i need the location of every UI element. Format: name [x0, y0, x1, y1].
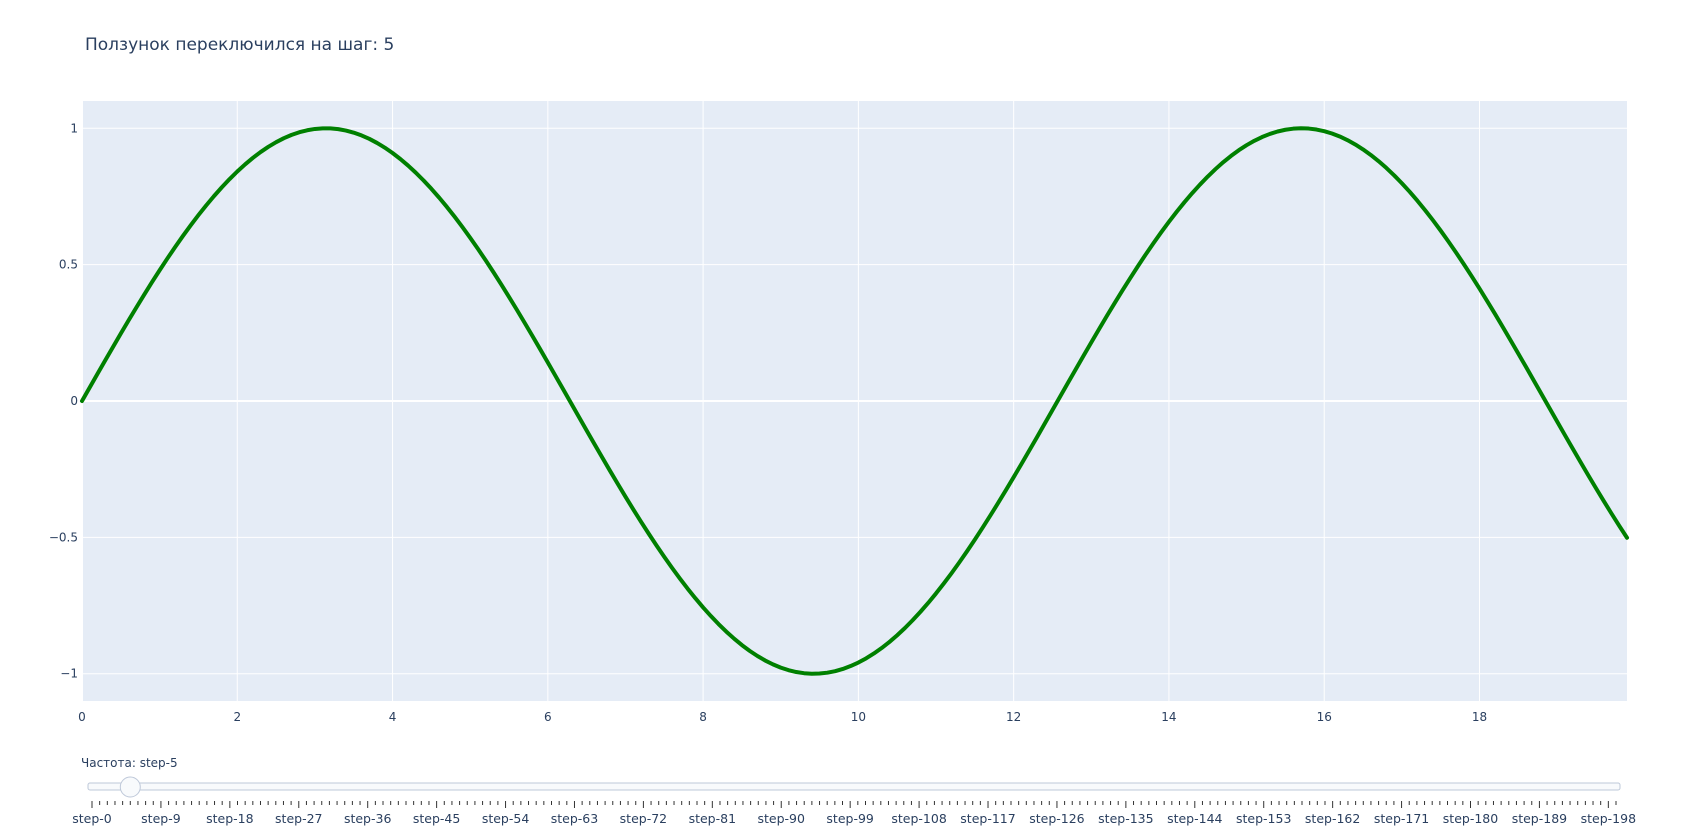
slider-step-label[interactable]: step-189 — [1512, 811, 1567, 826]
slider-step-label[interactable]: step-144 — [1167, 811, 1222, 826]
x-tick-label: 4 — [389, 710, 397, 724]
frequency-slider[interactable]: Частота: step-5 step-0 step-9 step-18 step-… — [72, 756, 1636, 826]
slider-step-label[interactable]: step-0 — [72, 811, 112, 826]
slider-step-labels: step-0 step-9 step-18 step-27 step-36 step-45… — [72, 811, 1636, 826]
slider-step-label[interactable]: step-63 — [551, 811, 598, 826]
slider-step-label[interactable]: step-18 — [206, 811, 254, 826]
slider-step-label[interactable]: step-162 — [1305, 811, 1360, 826]
slider-step-label[interactable]: step-180 — [1443, 811, 1498, 826]
y-tick-label: −0.5 — [49, 530, 78, 544]
x-tick-label: 0 — [78, 710, 86, 724]
slider-step-label[interactable]: step-171 — [1374, 811, 1429, 826]
slider-step-label[interactable]: step-45 — [413, 811, 460, 826]
slider-current-label: Частота: step-5 — [81, 756, 178, 770]
slider-step-label[interactable]: step-9 — [141, 811, 181, 826]
x-tick-label: 12 — [1006, 710, 1021, 724]
slider-ticks — [91, 801, 1617, 808]
slider-step-label[interactable]: step-198 — [1581, 811, 1636, 826]
slider-step-label[interactable]: step-36 — [344, 811, 392, 826]
x-tick-label: 14 — [1161, 710, 1176, 724]
slider-rail[interactable] — [87, 782, 1621, 791]
slider-step-label[interactable]: step-72 — [620, 811, 667, 826]
slider-step-label[interactable]: step-153 — [1236, 811, 1291, 826]
y-tick-label: −1 — [60, 667, 78, 681]
y-tick-label: 1 — [70, 121, 78, 135]
x-axis-ticks: 0 2 4 6 8 10 12 14 16 18 — [78, 710, 1487, 724]
y-axis-ticks: 1 0.5 0 −0.5 −1 — [49, 121, 78, 680]
y-tick-label: 0.5 — [59, 258, 78, 272]
slider-current-value: step-5 — [140, 756, 178, 770]
slider-step-label[interactable]: step-117 — [960, 811, 1015, 826]
slider-step-label[interactable]: step-81 — [689, 811, 736, 826]
slider-step-label[interactable]: step-126 — [1029, 811, 1084, 826]
x-tick-label: 6 — [544, 710, 552, 724]
slider-step-label[interactable]: step-108 — [891, 811, 946, 826]
x-tick-label: 18 — [1472, 710, 1487, 724]
slider-step-label[interactable]: step-27 — [275, 811, 322, 826]
slider-step-label[interactable]: step-54 — [482, 811, 530, 826]
x-tick-label: 8 — [699, 710, 707, 724]
slider-handle[interactable] — [119, 776, 141, 798]
chart-title: Ползунок переключился на шаг: 5 — [85, 35, 394, 55]
slider-prefix: Частота: — [81, 756, 140, 770]
series-line — [80, 126, 1629, 676]
y-tick-label: 0 — [70, 394, 78, 408]
x-tick-label: 10 — [851, 710, 866, 724]
x-tick-label: 16 — [1317, 710, 1332, 724]
slider-step-label[interactable]: step-90 — [758, 811, 806, 826]
x-tick-label: 2 — [233, 710, 241, 724]
slider-step-label[interactable]: step-135 — [1098, 811, 1153, 826]
slider-step-label[interactable]: step-99 — [826, 811, 874, 826]
